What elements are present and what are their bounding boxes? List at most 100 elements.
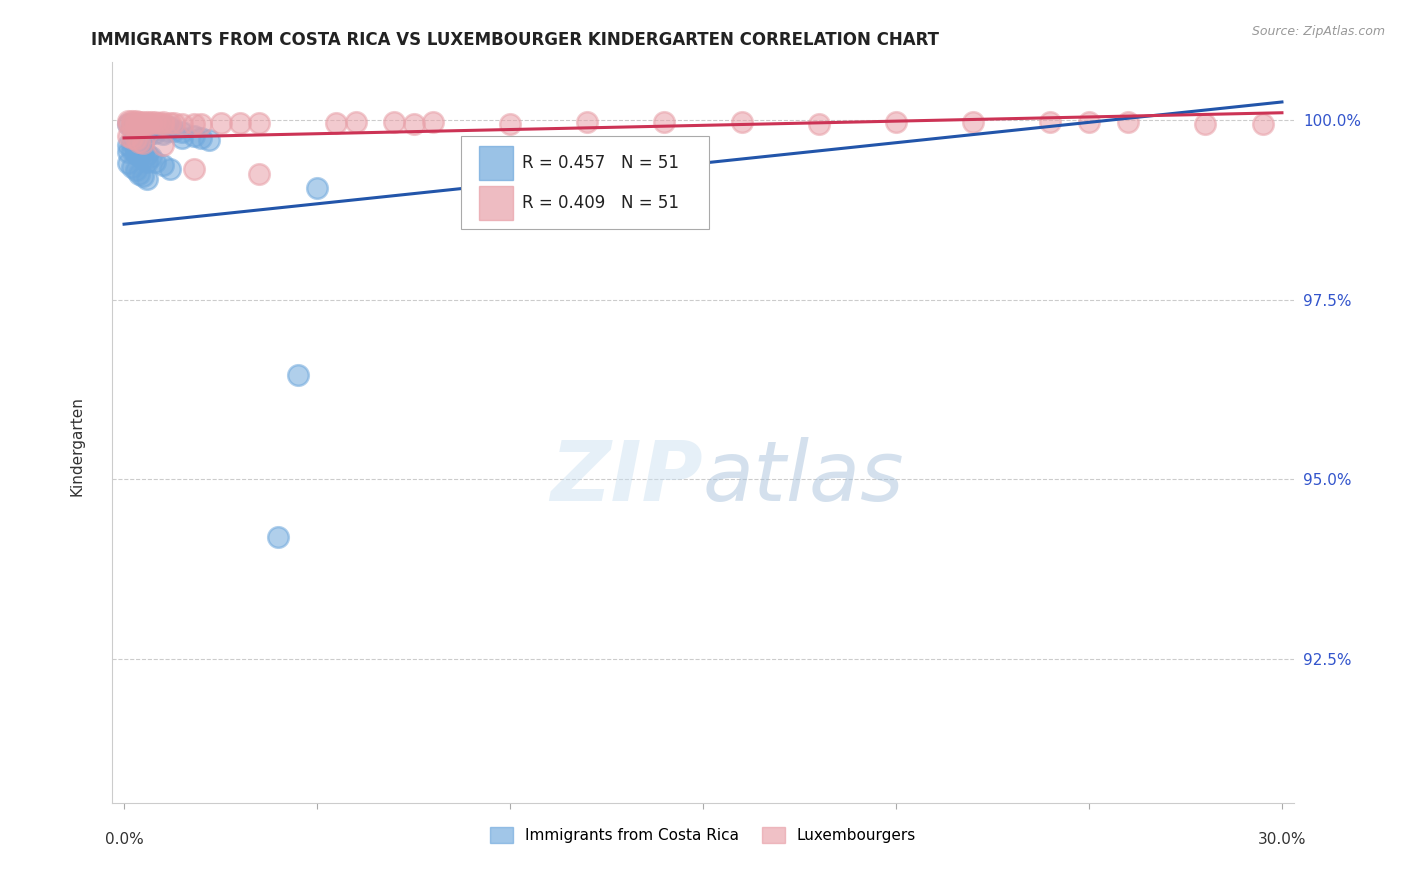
Point (128, 149, 150, 163)
Point (117, 156, 139, 170)
Point (1039, 115, 1062, 129)
Text: Source: ZipAtlas.com: Source: ZipAtlas.com (1251, 25, 1385, 38)
Point (148, 121, 170, 136)
Point (136, 147, 159, 161)
Point (117, 128, 139, 143)
Point (807, 117, 830, 131)
Point (132, 136, 155, 150)
Point (128, 120, 150, 135)
Point (884, 115, 907, 129)
Point (247, 167, 270, 181)
Point (136, 117, 159, 131)
Point (121, 114, 143, 128)
Text: Kindergarten: Kindergarten (70, 396, 84, 496)
Point (121, 143, 143, 157)
Point (117, 116, 139, 130)
Point (124, 147, 146, 161)
Point (170, 116, 193, 130)
Point (139, 117, 162, 131)
Point (190, 131, 212, 145)
Point (305, 181, 328, 195)
Point (344, 115, 367, 129)
Point (136, 154, 159, 169)
Text: 0.0%: 0.0% (104, 831, 143, 847)
Point (576, 115, 599, 129)
Point (128, 119, 150, 133)
Text: ZIP: ZIP (550, 436, 703, 517)
Point (139, 118, 162, 132)
Point (155, 124, 177, 138)
Point (152, 117, 174, 131)
Point (124, 114, 146, 128)
Legend: Immigrants from Costa Rica, Luxembourgers: Immigrants from Costa Rica, Luxembourger… (482, 820, 924, 851)
Point (121, 136, 143, 150)
Point (117, 116, 139, 130)
Point (183, 116, 205, 130)
Point (183, 128, 205, 143)
Point (124, 118, 146, 132)
Point (229, 116, 252, 130)
Point (136, 128, 159, 143)
Point (136, 172, 159, 186)
Text: atlas: atlas (703, 436, 904, 517)
Point (117, 138, 139, 153)
FancyBboxPatch shape (478, 186, 513, 220)
Point (152, 138, 174, 153)
Point (1078, 115, 1101, 129)
Point (152, 128, 174, 142)
Point (139, 124, 162, 138)
Point (128, 115, 150, 129)
Point (124, 163, 146, 178)
Point (132, 126, 155, 140)
Point (209, 116, 232, 130)
Point (128, 124, 150, 138)
Point (121, 160, 143, 174)
Point (148, 116, 170, 130)
Point (143, 115, 166, 129)
Point (325, 116, 347, 130)
Point (422, 115, 444, 129)
Point (499, 117, 522, 131)
Point (128, 142, 150, 156)
Point (247, 116, 270, 130)
Point (159, 120, 181, 135)
Point (962, 115, 984, 129)
Point (132, 115, 155, 129)
Point (163, 116, 186, 130)
Point (132, 118, 155, 132)
Point (124, 140, 146, 154)
Point (136, 115, 159, 129)
Point (152, 119, 174, 133)
Point (190, 116, 212, 130)
Point (132, 169, 155, 183)
Point (1194, 117, 1216, 131)
Point (267, 530, 290, 544)
Point (159, 116, 181, 130)
Point (382, 115, 405, 129)
Text: R = 0.457   N = 51: R = 0.457 N = 51 (522, 154, 679, 172)
FancyBboxPatch shape (461, 136, 709, 229)
Point (402, 117, 425, 131)
Point (128, 167, 150, 181)
Point (183, 161, 205, 176)
Point (136, 116, 159, 130)
Point (121, 131, 143, 145)
Point (121, 118, 143, 132)
Point (124, 128, 146, 142)
Point (124, 116, 146, 130)
Point (143, 154, 166, 169)
Point (730, 115, 752, 129)
Text: IMMIGRANTS FROM COSTA RICA VS LUXEMBOURGER KINDERGARTEN CORRELATION CHART: IMMIGRANTS FROM COSTA RICA VS LUXEMBOURG… (91, 31, 939, 49)
Point (136, 124, 159, 138)
Text: 30.0%: 30.0% (1258, 831, 1306, 847)
Point (128, 135, 150, 149)
Point (117, 113, 139, 128)
Point (1251, 116, 1274, 130)
Point (132, 145, 155, 160)
Text: R = 0.409   N = 51: R = 0.409 N = 51 (522, 194, 679, 212)
Point (132, 153, 155, 167)
FancyBboxPatch shape (478, 146, 513, 180)
Point (117, 145, 139, 160)
Point (139, 115, 162, 129)
Point (287, 368, 309, 383)
